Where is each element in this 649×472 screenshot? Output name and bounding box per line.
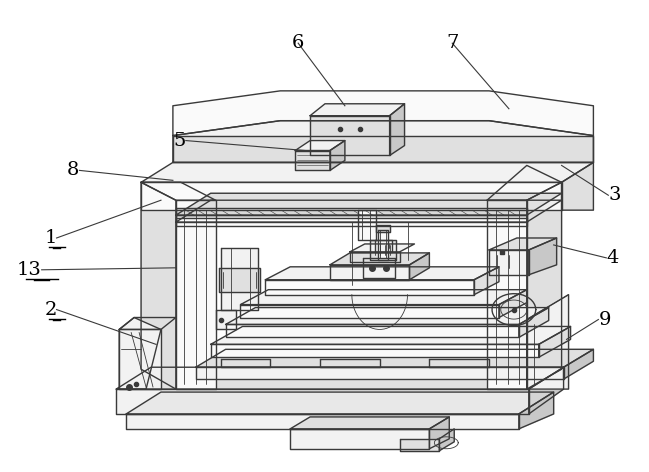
- Polygon shape: [487, 165, 561, 200]
- Text: 4: 4: [606, 249, 618, 267]
- Polygon shape: [430, 417, 449, 449]
- Polygon shape: [310, 116, 389, 155]
- Polygon shape: [116, 389, 529, 414]
- Polygon shape: [519, 392, 554, 429]
- Polygon shape: [439, 429, 454, 451]
- Polygon shape: [330, 265, 410, 280]
- Text: 2: 2: [44, 301, 56, 319]
- Polygon shape: [378, 230, 387, 260]
- Polygon shape: [119, 329, 161, 389]
- Polygon shape: [295, 151, 330, 170]
- Polygon shape: [400, 439, 439, 451]
- Polygon shape: [265, 280, 474, 295]
- Polygon shape: [176, 218, 527, 226]
- Polygon shape: [215, 310, 236, 329]
- Polygon shape: [176, 193, 561, 215]
- Text: 8: 8: [67, 161, 79, 179]
- Polygon shape: [119, 318, 176, 329]
- Polygon shape: [176, 215, 527, 222]
- Polygon shape: [474, 267, 499, 295]
- Polygon shape: [330, 141, 345, 170]
- Polygon shape: [126, 392, 554, 414]
- Polygon shape: [389, 104, 404, 155]
- Polygon shape: [370, 240, 396, 260]
- Polygon shape: [489, 250, 529, 275]
- Polygon shape: [290, 417, 449, 429]
- Polygon shape: [529, 238, 557, 275]
- Polygon shape: [126, 414, 519, 429]
- Text: 3: 3: [608, 186, 621, 204]
- Polygon shape: [358, 210, 376, 240]
- Polygon shape: [330, 253, 430, 265]
- Polygon shape: [119, 318, 161, 389]
- Polygon shape: [173, 121, 593, 162]
- Polygon shape: [141, 182, 215, 200]
- Polygon shape: [241, 290, 527, 304]
- Polygon shape: [176, 208, 527, 215]
- Polygon shape: [350, 252, 400, 262]
- Polygon shape: [221, 359, 271, 367]
- Polygon shape: [527, 182, 561, 389]
- Text: 1: 1: [44, 229, 56, 247]
- Polygon shape: [116, 367, 563, 389]
- Text: 13: 13: [17, 261, 42, 279]
- Polygon shape: [141, 182, 561, 210]
- Polygon shape: [196, 349, 593, 367]
- Polygon shape: [295, 141, 345, 151]
- Text: 7: 7: [446, 34, 458, 52]
- Text: 6: 6: [292, 34, 304, 52]
- Polygon shape: [241, 304, 499, 318]
- Polygon shape: [489, 238, 557, 250]
- Polygon shape: [527, 295, 569, 389]
- Polygon shape: [320, 359, 380, 367]
- Polygon shape: [290, 429, 430, 449]
- Polygon shape: [173, 135, 593, 162]
- Polygon shape: [211, 345, 539, 357]
- Polygon shape: [410, 253, 430, 280]
- Polygon shape: [561, 162, 593, 210]
- Polygon shape: [563, 349, 593, 379]
- Polygon shape: [226, 308, 548, 324]
- Polygon shape: [265, 267, 499, 280]
- Polygon shape: [176, 200, 215, 389]
- Polygon shape: [211, 327, 570, 345]
- Polygon shape: [376, 225, 389, 232]
- Polygon shape: [363, 258, 395, 278]
- Polygon shape: [221, 248, 258, 310]
- Polygon shape: [196, 367, 563, 379]
- Polygon shape: [173, 91, 593, 135]
- Polygon shape: [499, 290, 527, 318]
- Polygon shape: [141, 182, 176, 389]
- Text: 5: 5: [173, 132, 186, 150]
- Polygon shape: [529, 367, 563, 414]
- Polygon shape: [430, 359, 489, 367]
- Polygon shape: [350, 244, 415, 252]
- Polygon shape: [374, 240, 391, 252]
- Polygon shape: [487, 200, 527, 389]
- Polygon shape: [141, 162, 593, 182]
- Text: 9: 9: [598, 311, 611, 329]
- Polygon shape: [219, 268, 260, 292]
- Polygon shape: [310, 104, 404, 116]
- Polygon shape: [519, 308, 548, 337]
- Polygon shape: [176, 200, 561, 222]
- Polygon shape: [539, 327, 570, 357]
- Polygon shape: [226, 324, 519, 337]
